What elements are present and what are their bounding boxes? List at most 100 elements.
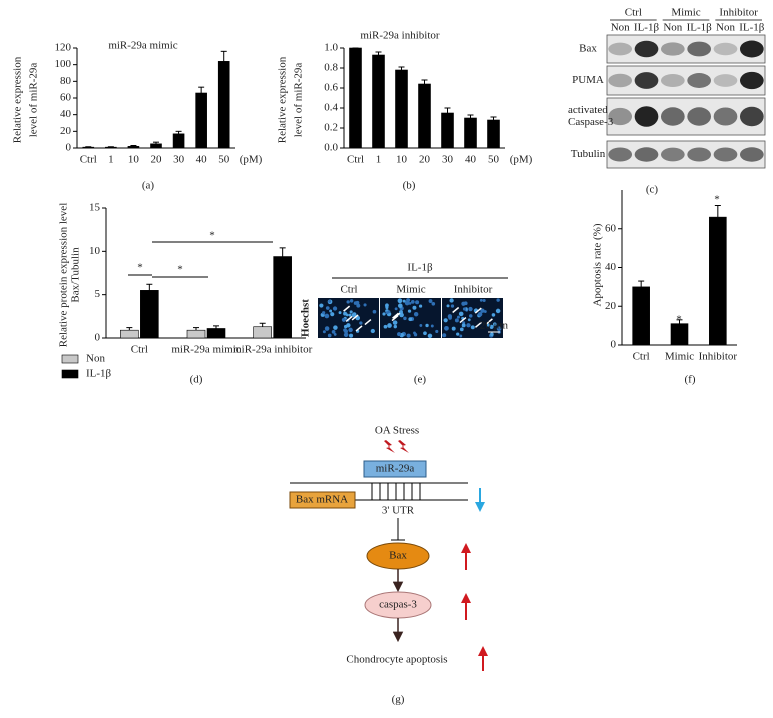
nucleus <box>459 334 463 338</box>
nucleus <box>442 333 447 338</box>
nucleus <box>459 327 464 332</box>
blot-strip <box>606 140 766 169</box>
nucleus <box>397 332 402 337</box>
nucleus <box>332 306 338 311</box>
x-tick-label: 20 <box>151 154 163 166</box>
error-bar <box>638 280 645 287</box>
y-axis-label: Bax/Tubulin <box>70 247 82 303</box>
y-axis-label: Apoptosis rate (%) <box>592 223 604 306</box>
y-tick-label: 5 <box>95 288 101 300</box>
nucleus <box>410 300 415 304</box>
blot-band <box>713 107 738 126</box>
blot-strip <box>606 34 766 64</box>
y-tick-label: 80 <box>60 75 72 87</box>
arrow <box>392 312 399 319</box>
blot-band <box>634 40 659 58</box>
nucleus <box>370 328 375 334</box>
x-tick-label: Ctrl <box>131 344 148 356</box>
error-bar <box>398 66 405 70</box>
chart-title: miR-29a inhibitor <box>360 30 439 42</box>
nucleus <box>330 312 335 317</box>
blot-band <box>660 42 685 56</box>
blot-band <box>739 40 764 58</box>
blot-band <box>608 107 633 126</box>
nucleus <box>359 321 363 325</box>
y-tick-label: 0 <box>66 142 72 154</box>
nucleus <box>327 333 332 338</box>
nucleus <box>382 312 386 316</box>
stain-label: Hoechst <box>300 299 312 337</box>
nucleus <box>387 323 392 328</box>
arrow <box>355 325 363 332</box>
error-bar <box>153 141 159 144</box>
nucleus <box>385 303 389 307</box>
column-label: Inhibitor <box>454 284 493 296</box>
blot-band <box>687 73 712 88</box>
nucleus <box>449 298 454 303</box>
nucleus <box>349 299 354 303</box>
x-tick-label: Inhibitor <box>699 351 738 363</box>
nucleus <box>462 307 467 311</box>
nucleus <box>325 306 330 310</box>
bar <box>140 290 159 339</box>
blot-band <box>713 42 738 56</box>
x-unit: (pM) <box>510 154 533 166</box>
x-tick-label: Ctrl <box>80 154 97 166</box>
blot-band <box>739 147 764 162</box>
bar <box>150 143 162 149</box>
nucleus <box>397 298 403 304</box>
x-unit: (pM) <box>240 154 263 166</box>
nucleus <box>363 303 367 307</box>
error-bar <box>213 325 219 329</box>
blot-band <box>687 147 712 162</box>
y-tick-label: 1.0 <box>324 42 338 54</box>
nucleus <box>468 314 473 318</box>
nucleus <box>456 332 460 336</box>
panel-label: (b) <box>403 180 416 192</box>
blot-strip <box>606 65 766 96</box>
error-bar <box>175 130 182 134</box>
nucleus <box>385 311 389 315</box>
x-tick-label: Ctrl <box>347 154 364 166</box>
nucleus <box>319 303 324 308</box>
nucleus <box>450 304 455 308</box>
y-tick-label: 60 <box>605 222 617 234</box>
bar <box>670 323 689 346</box>
x-tick-label: 1 <box>376 154 382 166</box>
bar <box>127 146 140 149</box>
nucleus <box>346 300 350 304</box>
legend-swatch <box>61 369 79 379</box>
nucleus <box>343 311 347 316</box>
y-tick-label: 60 <box>60 92 72 104</box>
bar <box>372 54 385 149</box>
arrow <box>364 318 372 326</box>
bar <box>120 329 139 339</box>
nucleus <box>394 307 398 311</box>
y-tick-label: 20 <box>60 125 72 137</box>
y-tick-label: 0.4 <box>324 102 338 114</box>
nucleus <box>385 306 389 310</box>
nucleus <box>496 326 502 332</box>
x-tick-label: 1 <box>108 154 114 166</box>
chart-title: miR-29a mimic <box>108 40 177 52</box>
bar <box>395 69 408 149</box>
bar <box>273 256 292 339</box>
mirna-box <box>363 460 427 478</box>
lane-label: IL-1β <box>739 22 765 34</box>
error-bar <box>467 114 474 118</box>
nucleus <box>451 326 456 331</box>
y-tick-label: 15 <box>89 202 101 214</box>
nucleus <box>482 298 486 303</box>
nucleus <box>349 333 354 338</box>
nucleus <box>419 324 423 327</box>
arrow <box>351 314 359 321</box>
error-bar <box>198 86 205 93</box>
nucleus <box>495 308 501 314</box>
significance-star: * <box>714 194 720 206</box>
blot-band <box>608 147 633 162</box>
significance-star: * <box>177 264 183 276</box>
nucleus <box>493 322 497 326</box>
error-bar <box>714 205 721 218</box>
nucleus <box>333 325 338 330</box>
